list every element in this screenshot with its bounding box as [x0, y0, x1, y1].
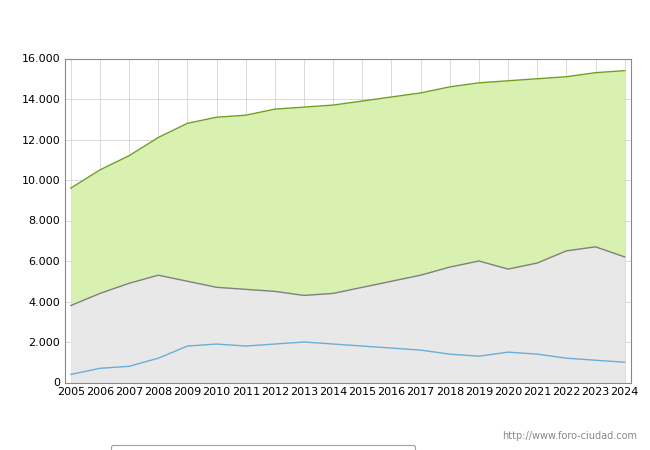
Text: Bormujos - Evolucion de la poblacion en edad de Trabajar Mayo de 2024: Bormujos - Evolucion de la poblacion en …	[48, 19, 602, 35]
Legend: Ocupados, Parados, Hab. entre 16-64: Ocupados, Parados, Hab. entre 16-64	[111, 445, 415, 450]
Text: http://www.foro-ciudad.com: http://www.foro-ciudad.com	[502, 431, 637, 441]
